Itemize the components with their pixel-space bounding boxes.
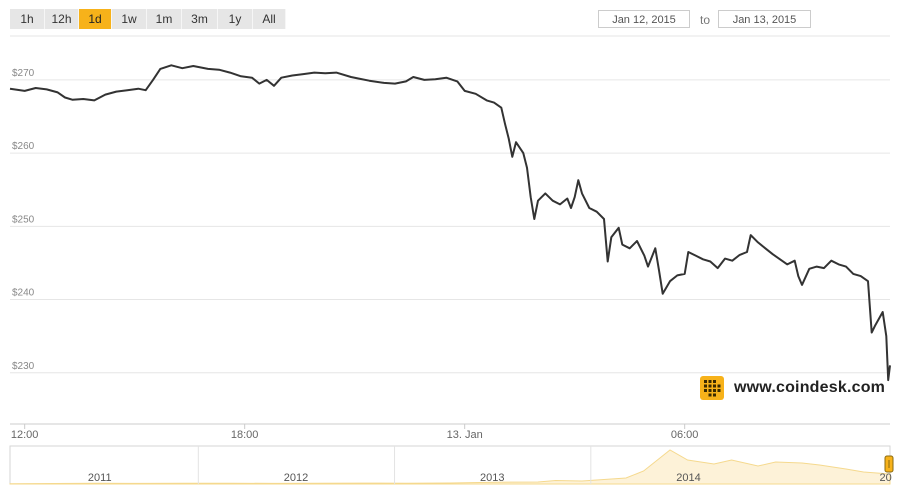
navigator-year-label: 2011 (88, 472, 112, 484)
navigator-year-label: 2013 (480, 472, 504, 484)
x-tick-label: 06:00 (671, 429, 699, 441)
navigator-year-label: 2012 (284, 472, 308, 484)
zoom-3m-button[interactable]: 3m (182, 9, 218, 29)
navigator[interactable]: 2011 2012 2013 2014 20 (9, 445, 894, 485)
range-to-input[interactable]: Jan 13, 2015 (718, 10, 811, 28)
y-tick-label: $270 (12, 68, 35, 79)
x-tick-label: 13. Jan (447, 429, 483, 441)
y-axis-labels: $270 $260 $250 $240 $230 (12, 68, 35, 372)
y-tick-label: $260 (12, 141, 35, 152)
navigator-year-label: 2014 (676, 472, 700, 484)
grid (10, 35, 890, 374)
x-tick-label: 18:00 (231, 429, 259, 441)
zoom-1y-button[interactable]: 1y (218, 9, 253, 29)
price-line (9, 64, 891, 382)
zoom-1m-button[interactable]: 1m (147, 9, 182, 29)
zoom-1w-button[interactable]: 1w (112, 9, 147, 29)
zoom-all-button[interactable]: All (253, 9, 286, 29)
range-from-input[interactable]: Jan 12, 2015 (598, 10, 690, 28)
coindesk-logo-icon (700, 376, 724, 400)
navigator-year-label: 20 (879, 472, 891, 484)
zoom-1h-button[interactable]: 1h (10, 9, 45, 29)
zoom-1d-button[interactable]: 1d (79, 9, 112, 29)
y-tick-label: $230 (12, 361, 35, 372)
zoom-selector: 1h 12h 1d 1w 1m 3m 1y All (10, 9, 286, 29)
x-axis-labels: 12:00 18:00 13. Jan 06:00 (11, 424, 699, 441)
y-tick-label: $240 (12, 288, 35, 299)
x-tick-label: 12:00 (11, 429, 39, 441)
brand-text: www.coindesk.com (734, 379, 886, 396)
navigator-year-labels: 2011 2012 2013 2014 20 (88, 446, 892, 484)
coindesk-brand[interactable]: www.coindesk.com (700, 376, 885, 400)
y-tick-label: $250 (12, 214, 35, 225)
range-to-label: to (700, 13, 711, 27)
zoom-12h-button[interactable]: 12h (45, 9, 79, 29)
navigator-history-area (9, 449, 891, 485)
